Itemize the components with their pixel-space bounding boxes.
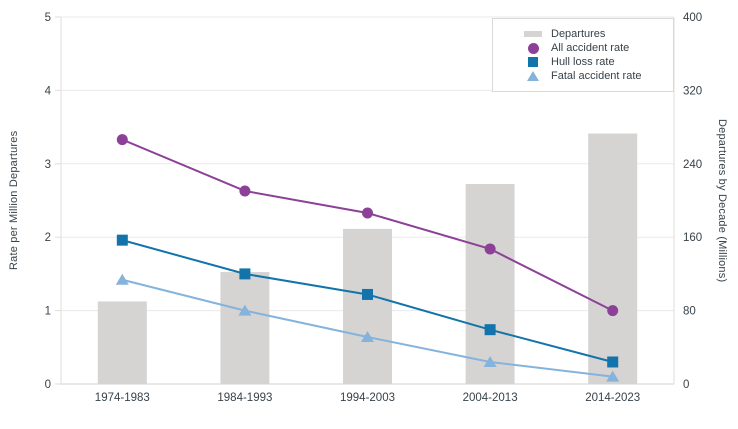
left-axis-tick-label: 2 bbox=[45, 232, 51, 244]
left-axis-tick-label: 1 bbox=[45, 306, 51, 318]
square-marker-icon bbox=[239, 268, 251, 280]
x-axis-category-label: 1994-2003 bbox=[340, 392, 395, 404]
square-marker-icon bbox=[116, 234, 128, 246]
x-axis-category-label: 2014-2023 bbox=[585, 392, 640, 404]
circle-marker-icon bbox=[607, 305, 619, 317]
right-axis-tick-label: 240 bbox=[683, 159, 702, 171]
x-axis-category-label: 1984-1993 bbox=[217, 392, 272, 404]
legend-label-hull-loss-rate: Hull loss rate bbox=[551, 56, 615, 68]
square-marker-icon bbox=[607, 356, 619, 368]
square-marker-icon bbox=[362, 288, 373, 300]
circle-marker-icon bbox=[484, 243, 496, 255]
left-axis-tick-label: 3 bbox=[45, 159, 51, 171]
legend-item-fatal-accident-rate: Fatal accident rate bbox=[493, 69, 673, 83]
legend-item-hull-loss-rate: Hull loss rate bbox=[493, 55, 673, 69]
x-axis-category-label: 2004-2013 bbox=[463, 392, 518, 404]
legend-item-departures: Departures bbox=[493, 27, 673, 41]
left-axis-tick-label: 4 bbox=[45, 85, 52, 97]
triangle-marker-icon bbox=[238, 304, 252, 316]
triangle-marker-icon bbox=[361, 331, 374, 343]
left-axis-title: Rate per Million Departures bbox=[8, 130, 20, 271]
series-fatal-accident-rate bbox=[115, 273, 620, 382]
legend-label-all-accident-rate: All accident rate bbox=[551, 42, 630, 54]
left-axis-tick-label: 5 bbox=[45, 12, 51, 24]
bar-2004-2013 bbox=[465, 183, 515, 384]
bar-1984-1993 bbox=[220, 272, 270, 384]
circle-marker-icon bbox=[362, 207, 373, 219]
left-axis-tick-label: 0 bbox=[45, 379, 51, 391]
series-hull-loss-rate bbox=[116, 234, 619, 368]
circle-marker-icon bbox=[116, 134, 128, 146]
right-axis-tick-label: 0 bbox=[683, 379, 689, 391]
right-axis-tick-label: 160 bbox=[683, 232, 702, 244]
triangle-marker-icon bbox=[115, 273, 129, 285]
hull-loss-rate-marker-icon bbox=[528, 57, 538, 67]
axis-tick-labels: 0 1 2 3 4 5 0 80 160 240 320 400 1974-1983 1984-1993 1… bbox=[45, 12, 703, 404]
legend-item-all-accident-rate: All accident rate bbox=[493, 41, 673, 55]
bar-1994-2003 bbox=[343, 228, 392, 384]
all-accident-rate-marker-icon bbox=[527, 42, 539, 54]
departures-swatch-icon bbox=[524, 31, 542, 37]
legend-label-fatal-accident-rate: Fatal accident rate bbox=[551, 70, 642, 82]
triangle-marker-icon bbox=[483, 355, 497, 367]
legend: Departures All accident rate Hull loss r… bbox=[492, 18, 674, 92]
bar-1974-1983 bbox=[97, 301, 147, 384]
right-axis-title: Departures by Decade (Millions) bbox=[716, 118, 728, 283]
circle-marker-icon bbox=[239, 185, 251, 197]
right-axis-tick-label: 320 bbox=[683, 85, 702, 97]
departures-bars bbox=[97, 133, 638, 384]
fatal-accident-rate-marker-icon bbox=[527, 71, 539, 81]
square-marker-icon bbox=[484, 324, 496, 336]
triangle-marker-icon bbox=[606, 370, 620, 382]
x-axis-category-label: 1974-1983 bbox=[95, 392, 150, 404]
right-axis-tick-label: 80 bbox=[683, 306, 696, 318]
bar-2014-2023 bbox=[588, 133, 638, 384]
legend-label-departures: Departures bbox=[551, 28, 606, 40]
right-axis-tick-label: 400 bbox=[683, 12, 702, 24]
series-all-accident-rate bbox=[116, 134, 619, 317]
